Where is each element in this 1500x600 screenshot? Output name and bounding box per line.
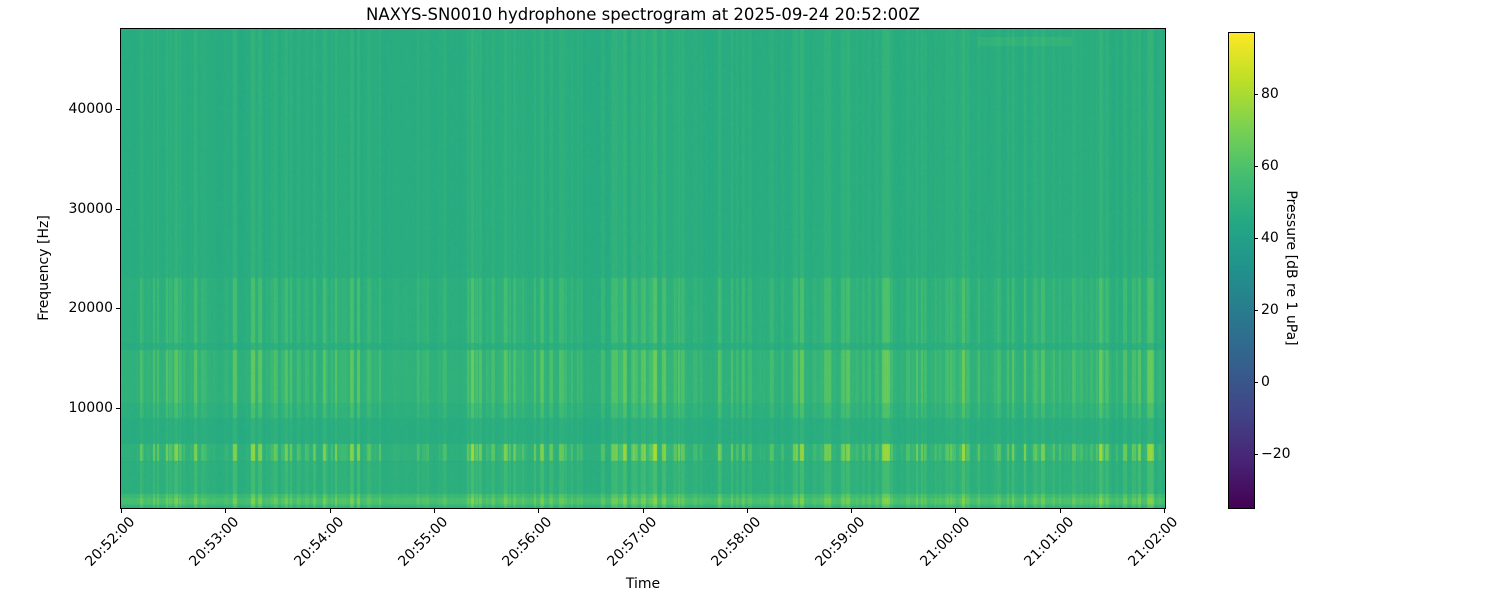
x-tick-label: 20:57:00 [604,514,660,570]
colorbar-tick-mark [1254,382,1258,384]
chart-title: NAXYS-SN0010 hydrophone spectrogram at 2… [366,5,920,24]
x-tick-mark [851,509,853,513]
x-tick-mark [329,509,331,513]
x-tick-label: 20:54:00 [291,514,347,570]
y-tick-label: 30000 [68,200,113,217]
x-tick-mark [642,509,644,513]
x-tick-mark [1164,509,1165,513]
colorbar [1228,32,1255,509]
x-tick-mark [955,509,957,513]
colorbar-tick-label: 0 [1261,374,1270,391]
x-tick-mark [433,509,435,513]
colorbar-label: Pressure [dB re 1 uPa] [1283,190,1299,346]
y-tick-mark [116,408,120,410]
x-axis-label: Time [625,576,661,592]
colorbar-tick-label: 20 [1261,302,1279,319]
plot-area [120,28,1166,509]
y-tick-mark [116,108,120,110]
x-tick-label: 21:02:00 [1125,514,1182,570]
colorbar-gradient [1229,33,1254,508]
y-tick-label: 40000 [68,100,113,117]
x-tick-mark [746,509,748,513]
x-tick-mark [538,509,540,513]
x-tick-label: 20:55:00 [395,514,452,570]
x-tick-label: 20:58:00 [708,514,765,570]
colorbar-tick-label: −20 [1261,446,1291,463]
colorbar-tick-mark [1254,94,1258,96]
y-tick-label: 20000 [68,300,113,317]
colorbar-tick-mark [1254,310,1258,312]
colorbar-tick-mark [1254,238,1258,240]
colorbar-tick-mark [1254,454,1258,456]
colorbar-tick-label: 60 [1261,158,1279,175]
x-tick-label: 20:53:00 [186,514,243,570]
spectrogram-canvas [121,29,1165,508]
x-tick-mark [225,509,227,513]
x-tick-label: 21:01:00 [1021,514,1078,570]
colorbar-tick-label: 80 [1261,86,1279,103]
x-tick-mark [121,509,122,513]
y-tick-mark [116,208,120,210]
x-tick-label: 21:00:00 [916,514,973,570]
y-tick-mark [116,308,120,310]
y-tick-label: 10000 [68,400,113,417]
colorbar-tick-label: 40 [1261,230,1279,247]
colorbar-tick-mark [1254,166,1258,168]
x-tick-label: 20:52:00 [82,514,139,570]
x-tick-label: 20:56:00 [499,514,556,570]
x-tick-mark [1059,509,1061,513]
x-tick-label: 20:59:00 [812,514,869,570]
